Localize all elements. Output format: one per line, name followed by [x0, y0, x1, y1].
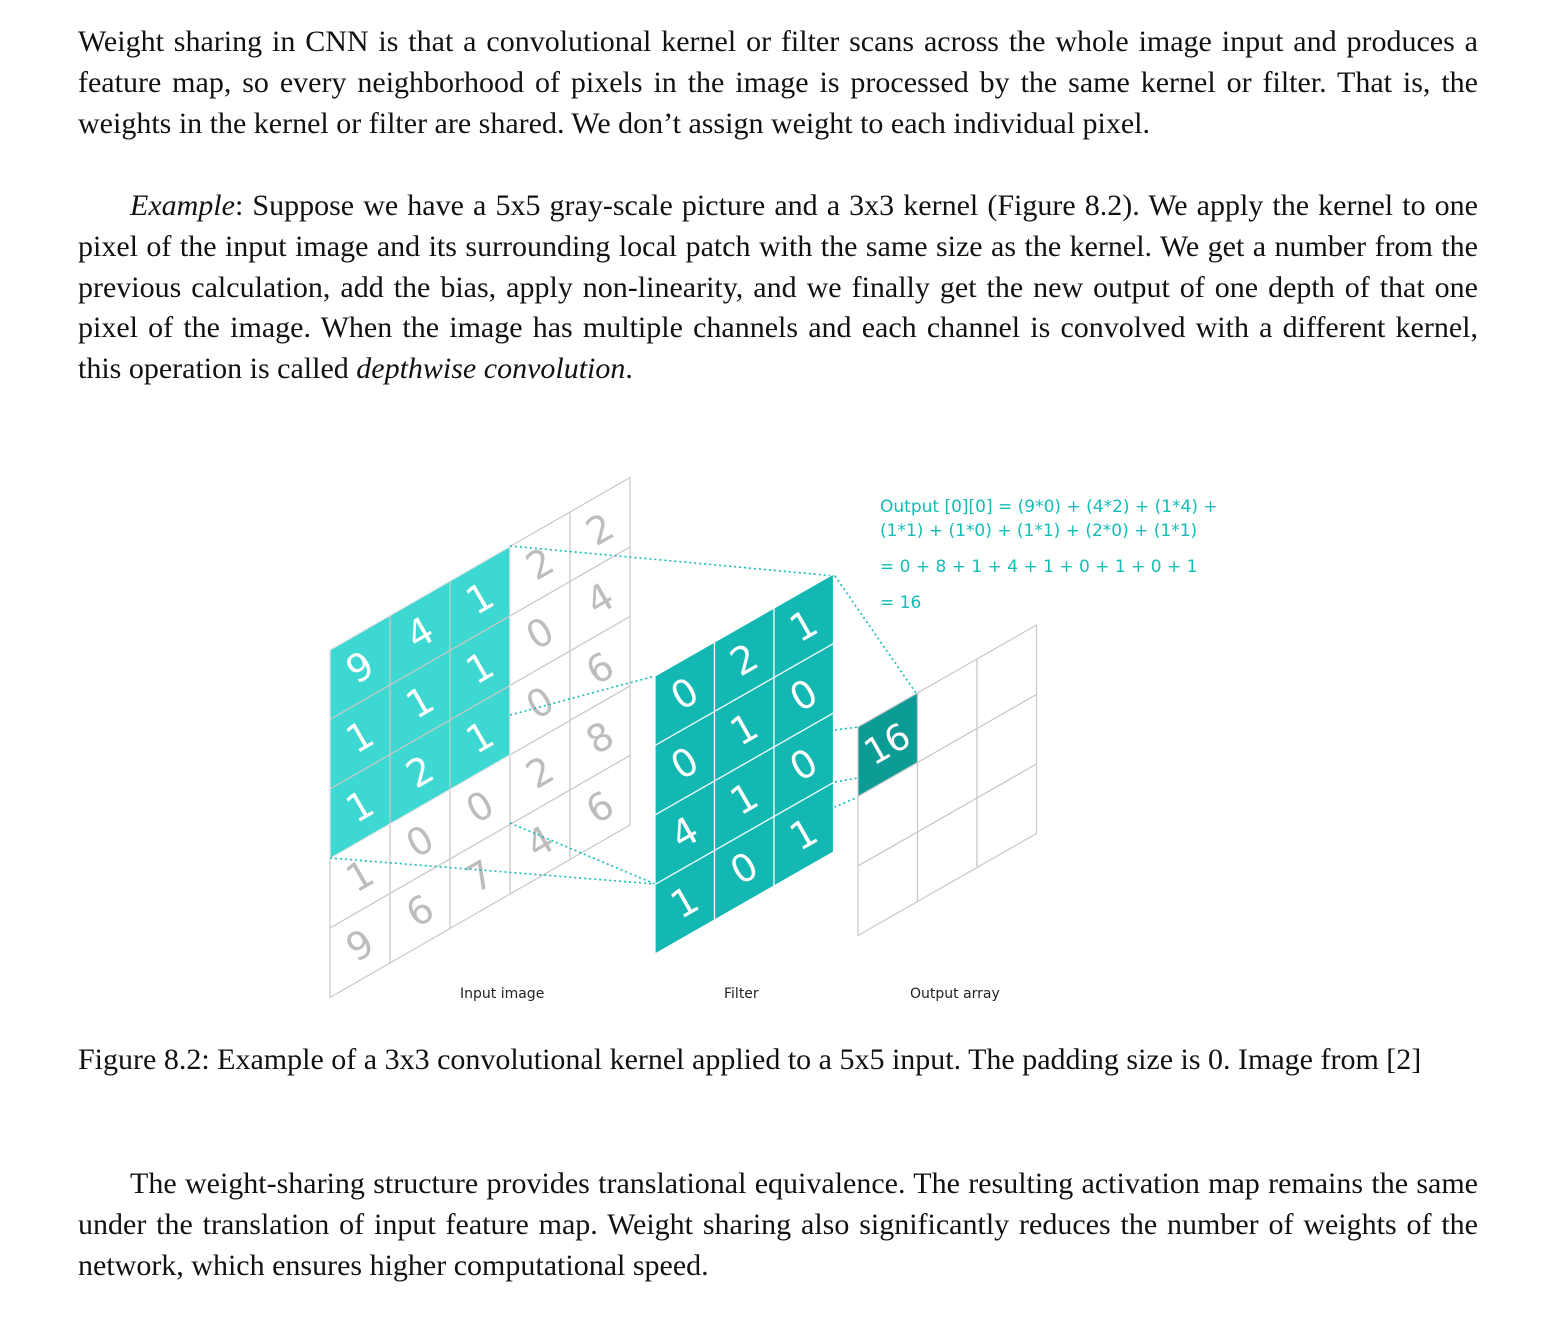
input-image-label: Input image: [460, 986, 544, 1002]
figure-caption: Figure 8.2: Example of a 3x3 convolution…: [78, 1043, 1422, 1076]
paragraph-weight-sharing: Weight sharing in CNN is that a convolut…: [78, 25, 1478, 140]
formula-line-2: (1*1) + (1*0) + (1*1) + (2*0) + (1*1): [880, 521, 1197, 541]
projection-line: [834, 575, 917, 694]
example-text: : Suppose we have a 5x5 gray-scale pictu…: [78, 189, 1478, 386]
filter-label: Filter: [724, 986, 759, 1002]
projection-line: [834, 777, 859, 783]
formula-line-3: = 0 + 8 + 1 + 4 + 1 + 0 + 1 + 0 + 1: [880, 557, 1197, 577]
filter-cell: [773, 781, 835, 888]
formula-line-1: Output [0][0] = (9*0) + (4*2) + (1*4) +: [880, 497, 1218, 517]
projection-line: [509, 822, 656, 885]
output-array-grid: 16: [857, 623, 1038, 937]
output-array-label: Output array: [910, 986, 1000, 1002]
translation-text: The weight-sharing structure provides tr…: [78, 1167, 1478, 1282]
input-cell: [569, 754, 631, 861]
projection-line: [329, 857, 656, 885]
paragraph-example: Example: Suppose we have a 5x5 gray-scal…: [78, 186, 1478, 390]
example-end: .: [625, 352, 633, 386]
output-cell: [976, 762, 1038, 869]
projection-line: [509, 545, 836, 577]
paragraph-translation: The weight-sharing structure provides tr…: [78, 1164, 1478, 1286]
example-label: Example: [130, 189, 235, 222]
formula-line-4: = 16: [880, 593, 921, 613]
depthwise-term: depthwise convolution: [356, 352, 626, 386]
projection-line: [834, 726, 859, 731]
projection-line: [509, 675, 656, 716]
